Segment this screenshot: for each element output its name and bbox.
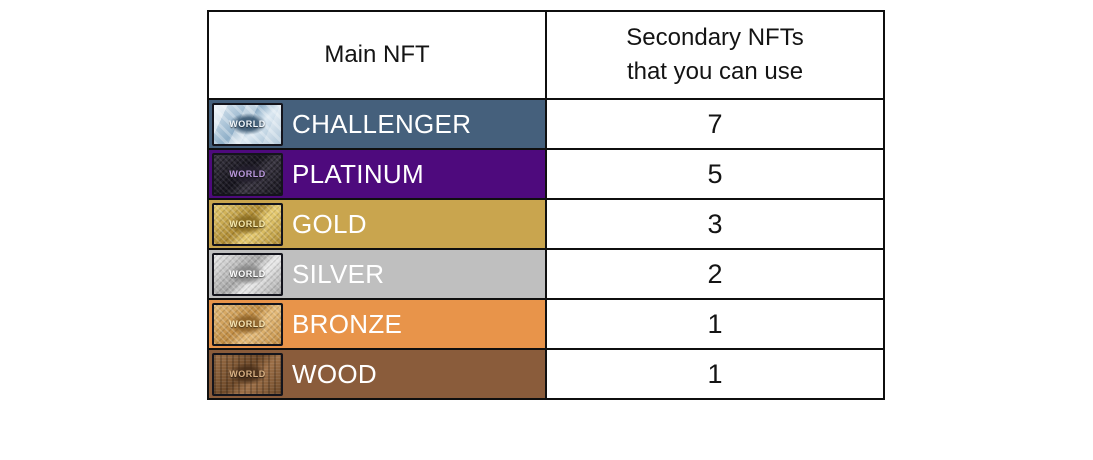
secondary-count-cell: 5 [547,150,883,198]
world-logo-text: WORLD [229,169,266,179]
nft-card-thumbnail: WORLD [212,302,283,346]
tier-label: GOLD [292,208,367,239]
table-row: WORLD GOLD 3 [209,198,883,248]
tier-label: BRONZE [292,308,403,339]
world-logo-text: WORLD [229,119,266,129]
nft-card-thumbnail: WORLD [212,252,283,296]
world-logo-burst-icon [223,160,272,188]
world-logo-burst-icon [223,360,272,388]
secondary-count-cell: 7 [547,100,883,148]
table-body: WORLD CHALLENGER 7 WORLD PLATINUM 5 WORL… [209,98,883,398]
secondary-count-cell: 1 [547,300,883,348]
nft-tier-table: Main NFT Secondary NFTs that you can use… [207,10,885,400]
tier-label: PLATINUM [292,158,424,189]
tier-cell: WORLD CHALLENGER [209,100,547,148]
secondary-count-cell: 1 [547,350,883,398]
table-row: WORLD WOOD 1 [209,348,883,398]
table-header-row: Main NFT Secondary NFTs that you can use [209,12,883,98]
nft-card-thumbnail: WORLD [212,352,283,396]
tier-cell: WORLD SILVER [209,250,547,298]
secondary-count-cell: 2 [547,250,883,298]
table-row: WORLD BRONZE 1 [209,298,883,348]
world-logo-text: WORLD [229,319,266,329]
table-row: WORLD PLATINUM 5 [209,148,883,198]
tier-cell: WORLD GOLD [209,200,547,248]
tier-label: SILVER [292,258,385,289]
nft-card-thumbnail: WORLD [212,202,283,246]
world-logo-burst-icon [223,110,272,138]
world-logo-burst-icon [223,210,272,238]
nft-card-thumbnail: WORLD [212,152,283,196]
world-logo-burst-icon [223,310,272,338]
secondary-count-cell: 3 [547,200,883,248]
tier-label: WOOD [292,358,377,389]
world-logo-text: WORLD [229,369,266,379]
header-secondary-line1: Secondary NFTs [626,24,804,52]
header-secondary-nfts: Secondary NFTs that you can use [547,12,883,98]
tier-cell: WORLD WOOD [209,350,547,398]
nft-card-thumbnail: WORLD [212,102,283,146]
header-main-nft-label: Main NFT [324,41,430,69]
table-row: WORLD SILVER 2 [209,248,883,298]
header-main-nft: Main NFT [209,12,547,98]
header-secondary-line2: that you can use [626,58,804,85]
tier-label: CHALLENGER [292,108,472,139]
world-logo-text: WORLD [229,219,266,229]
tier-cell: WORLD PLATINUM [209,150,547,198]
world-logo-burst-icon [223,260,272,288]
tier-cell: WORLD BRONZE [209,300,547,348]
world-logo-text: WORLD [229,269,266,279]
table-row: WORLD CHALLENGER 7 [209,98,883,148]
